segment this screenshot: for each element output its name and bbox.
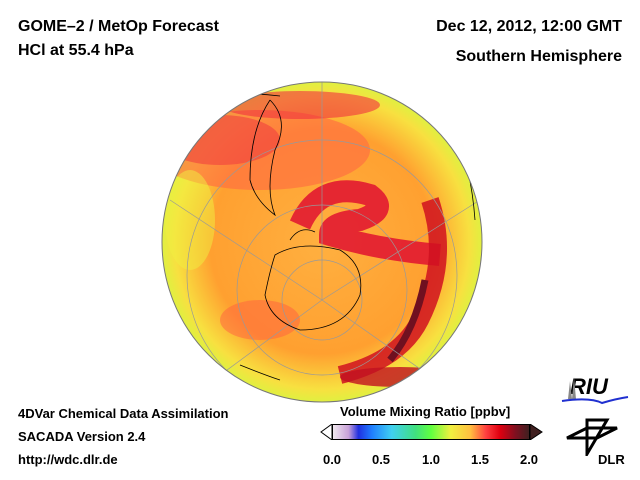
colorbar-tick: 2.0 [519, 452, 539, 467]
riu-logo-graphic [561, 377, 629, 405]
colorbar-arrows [320, 424, 543, 440]
title-line1: GOME–2 / MetOp Forecast [18, 18, 219, 35]
colorbar-tick: 0.0 [322, 452, 342, 467]
colorbar [332, 424, 530, 440]
footer-link[interactable]: http://wdc.dlr.de [18, 452, 118, 467]
date-label: Dec 12, 2012, 12:00 GMT [436, 18, 622, 35]
riu-logo: RIU [570, 374, 608, 399]
hcl-field [162, 91, 460, 387]
footer-line1: 4DVar Chemical Data Assimilation [18, 406, 229, 421]
dlr-logo-text: DLR [598, 452, 625, 467]
region-label: Southern Hemisphere [455, 48, 622, 65]
colorbar-tick: 0.5 [371, 452, 391, 467]
colorbar-tick: 1.0 [421, 452, 441, 467]
colorbar-title: Volume Mixing Ratio [ppbv] [340, 404, 511, 419]
footer-line2: SACADA Version 2.4 [18, 429, 146, 444]
dlr-logo-icon [566, 418, 618, 456]
title-line2: HCl at 55.4 hPa [18, 42, 134, 59]
colorbar-tick: 1.5 [470, 452, 490, 467]
